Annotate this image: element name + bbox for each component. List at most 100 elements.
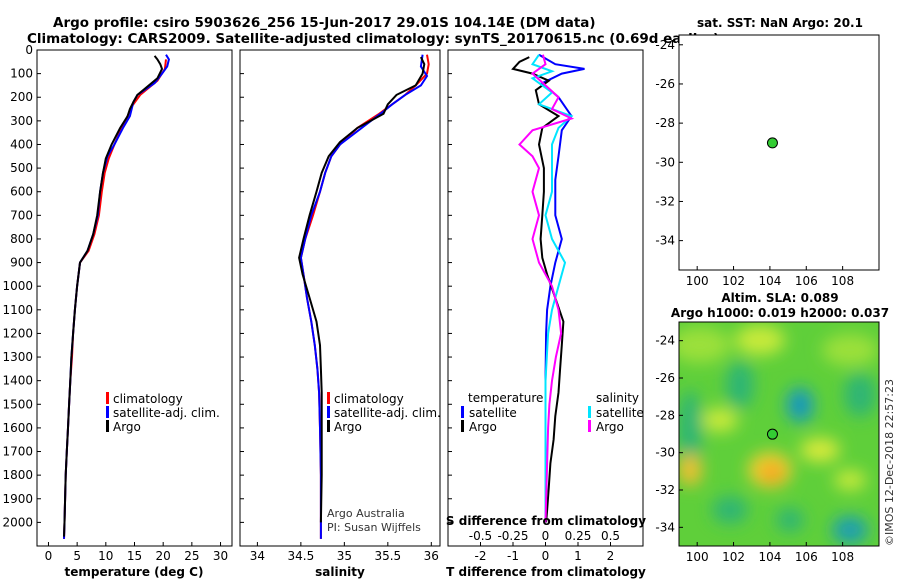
x-tick-label: 30 — [213, 549, 228, 563]
legend-label-argo: Argo — [334, 420, 362, 434]
depth-tick-label: 1900 — [2, 492, 33, 506]
legend-swatch-satellite — [106, 406, 109, 418]
x-tick-label: 35 — [337, 549, 352, 563]
map-y-tick-label: -30 — [655, 446, 675, 460]
temperature-legend: climatology satellite-adj. clim. Argo — [106, 392, 220, 434]
difference-line-argo — [511, 56, 565, 523]
t-difference-x-axis: -2 -1 0 1 2 — [475, 542, 614, 563]
map-y-tick-label: -24 — [655, 38, 675, 52]
temperature-line-climatology — [63, 59, 167, 539]
legend-label-climatology: climatology — [334, 392, 404, 406]
salinity-legend: climatology satellite-adj. clim. Argo — [327, 392, 441, 434]
legend-title-temperature: temperature — [468, 391, 543, 405]
legend-swatch-satellite — [327, 406, 330, 418]
x2-tick-label: 0.25 — [565, 529, 592, 543]
depth-axis: 0 100 200 300 400 500 600 700 800 900 1000 1100 1200… — [2, 43, 452, 529]
sla-map-subtitle: Argo h1000: 0.019 h2000: 0.037 — [671, 306, 889, 320]
temperature-line-argo — [63, 55, 164, 537]
map-y-tick-label: -32 — [655, 194, 675, 208]
legend-swatch-climatology — [327, 392, 330, 404]
map-x-tick-label: 102 — [722, 274, 745, 288]
s-difference-x-label: S difference from climatology — [446, 514, 646, 528]
map-x-tick-label: 102 — [722, 550, 745, 564]
map-y-tick-label: -30 — [655, 155, 675, 169]
argo-location-marker — [766, 137, 778, 149]
depth-tick-label: 1400 — [2, 374, 33, 388]
map-y-tick-label: -34 — [655, 520, 675, 534]
salinity-series — [298, 54, 430, 539]
x-tick-label: -1 — [507, 549, 519, 563]
credit-line2: PI: Susan Wijffels — [327, 521, 421, 534]
depth-tick-label: 200 — [10, 90, 33, 104]
map-y-tick-label: -28 — [655, 408, 675, 422]
legend-swatch-argo — [106, 420, 109, 432]
x-tick-label: 20 — [156, 549, 171, 563]
sst-map-axes: 100 102 104 106 108 -24 -26 -28 -30 -32 -34 — [655, 38, 854, 288]
depth-tick-label: 1600 — [2, 421, 33, 435]
s-difference-x-axis: -0.5 -0.25 0 0.25 0.5 — [469, 529, 620, 543]
map-x-tick-label: 104 — [758, 550, 781, 564]
difference-line-sal_satellite — [530, 54, 574, 523]
legend-swatch-s-satellite — [588, 406, 591, 418]
temperature-line-satellite — [63, 54, 170, 539]
legend-label-satellite: satellite-adj. clim. — [113, 406, 220, 420]
depth-tick-label: 500 — [10, 161, 33, 175]
depth-tick-label: 400 — [10, 137, 33, 151]
depth-tick-label: 1800 — [2, 468, 33, 482]
difference-line-sal_argo — [518, 54, 575, 523]
sla-map-axes: 100 102 104 106 108 -24 -26 -28 -30 -32 -34 — [655, 334, 854, 564]
t-difference-x-label: T difference from climatology — [446, 565, 646, 579]
map-y-tick-label: -28 — [655, 116, 675, 130]
depth-tick-label: 1200 — [2, 326, 33, 340]
legend-swatch-climatology — [106, 392, 109, 404]
depth-tick-label: 1500 — [2, 397, 33, 411]
salinity-x-label: salinity — [315, 565, 365, 579]
temperature-series — [63, 54, 170, 539]
map-y-tick-label: -24 — [655, 334, 675, 348]
temperature-x-label: temperature (deg C) — [65, 565, 204, 579]
legend-swatch-t-satellite — [461, 406, 464, 418]
map-x-tick-label: 104 — [758, 274, 781, 288]
sla-map-frame — [678, 321, 880, 547]
difference-series — [511, 53, 585, 523]
salinity-panel-frame — [239, 49, 441, 547]
sst-map-points — [766, 137, 778, 149]
x-tick-label: 10 — [98, 549, 113, 563]
depth-tick-label: 0 — [25, 43, 33, 57]
depth-tick-label: 1000 — [2, 279, 33, 293]
x-tick-label: 0 — [45, 549, 53, 563]
depth-tick-label: 100 — [10, 67, 33, 81]
x2-tick-label: 0 — [542, 529, 550, 543]
depth-tick-label: 2000 — [2, 515, 33, 529]
legend-label-t-satellite: satellite — [469, 406, 517, 420]
depth-tick-label: 900 — [10, 256, 33, 270]
sla-heatmap-field — [679, 325, 878, 544]
legend-swatch-t-argo — [461, 420, 464, 432]
legend-label-argo: Argo — [113, 420, 141, 434]
map-x-tick-label: 106 — [795, 274, 818, 288]
map-x-tick-label: 100 — [686, 550, 709, 564]
sla-heatmap — [679, 322, 879, 546]
depth-tick-label: 700 — [10, 208, 33, 222]
depth-tick-label: 800 — [10, 232, 33, 246]
x-tick-label: 36 — [424, 549, 439, 563]
credit-line1: Argo Australia — [327, 507, 405, 520]
salinity-x-axis: 34 34.5 35 35.5 36 — [250, 542, 439, 563]
x-tick-label: 15 — [127, 549, 142, 563]
legend-swatch-s-argo — [588, 420, 591, 432]
x-tick-label: 0 — [542, 549, 550, 563]
depth-tick-label: 1700 — [2, 445, 33, 459]
x-tick-label: 34.5 — [288, 549, 315, 563]
x-tick-label: 1 — [574, 549, 582, 563]
x2-tick-label: -0.25 — [497, 529, 528, 543]
legend-label-satellite: satellite-adj. clim. — [334, 406, 441, 420]
legend-title-salinity: salinity — [596, 391, 639, 405]
legend-label-t-argo: Argo — [469, 420, 497, 434]
difference-legend: temperature satellite Argo salinity sate… — [461, 391, 644, 434]
map-x-tick-label: 108 — [831, 550, 854, 564]
depth-tick-label: 1100 — [2, 303, 33, 317]
salinity-line-argo — [298, 56, 426, 523]
map-x-tick-label: 108 — [831, 274, 854, 288]
map-y-tick-label: -26 — [655, 371, 675, 385]
map-x-tick-label: 100 — [686, 274, 709, 288]
